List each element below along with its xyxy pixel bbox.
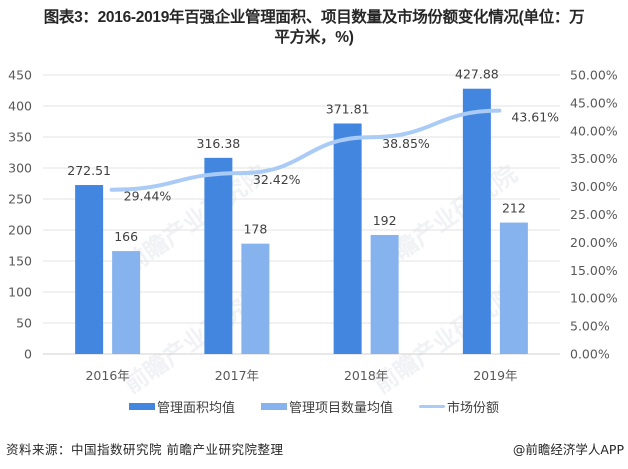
left-axis-tick: 100 — [8, 285, 32, 300]
bar-project-count — [499, 222, 528, 354]
right-axis-tick: 50.00% — [570, 68, 618, 83]
bar-project-count — [241, 243, 270, 354]
left-axis-tick: 450 — [8, 68, 32, 83]
legend-item: 管理项目数量均值 — [260, 397, 393, 416]
line-data-label: 32.42% — [253, 172, 301, 187]
right-axis-tick: 40.00% — [570, 123, 618, 138]
right-axis-tick: 25.00% — [570, 207, 618, 222]
right-axis-tick: 10.00% — [570, 291, 618, 306]
line-data-label: 29.44% — [124, 189, 172, 204]
x-axis-tick: 2018年 — [344, 368, 388, 383]
right-axis-tick: 35.00% — [570, 151, 618, 166]
x-axis-tick: 2017年 — [215, 368, 259, 383]
chart-title-line2: 平方米，%) — [274, 29, 354, 46]
chart-title: 图表3：2016-2019年百强企业管理面积、项目数量及市场份额变化情况(单位：… — [0, 8, 628, 48]
left-axis-tick: 0 — [24, 347, 32, 362]
bar-data-label: 212 — [502, 201, 526, 216]
bar-project-count — [370, 234, 399, 354]
bar-management-area — [75, 185, 104, 354]
bar-data-label: 178 — [243, 222, 267, 237]
left-axis-tick: 300 — [8, 161, 32, 176]
bar-management-area — [204, 157, 233, 354]
bar-data-label: 272.51 — [67, 163, 111, 178]
legend-bar-swatch — [128, 403, 155, 410]
market-share-line — [109, 108, 502, 192]
legend-item: 管理面积均值 — [128, 397, 235, 416]
right-axis-tick: 5.00% — [570, 319, 610, 334]
bar-data-label: 371.81 — [326, 101, 370, 116]
legend-label: 管理项目数量均值 — [288, 401, 393, 416]
bar-data-label: 166 — [114, 229, 138, 244]
left-axis-tick: 200 — [8, 223, 32, 238]
left-axis-tick: 50 — [16, 316, 32, 331]
right-axis-tick: 20.00% — [570, 235, 618, 250]
bar-management-area — [333, 123, 362, 354]
legend-bar-swatch — [260, 403, 287, 410]
legend-item: 市场份额 — [419, 397, 499, 416]
bar-data-label: 316.38 — [197, 136, 241, 151]
bar-data-label: 427.88 — [455, 67, 499, 82]
left-axis-tick: 350 — [8, 130, 32, 145]
line-data-label: 43.61% — [511, 110, 559, 125]
x-axis-tick: 2019年 — [473, 368, 517, 383]
left-axis-tick: 400 — [8, 99, 32, 114]
right-axis-tick: 15.00% — [570, 263, 618, 278]
brand-note: @前瞻经济学人APP — [512, 442, 624, 457]
x-axis-tick: 2016年 — [85, 368, 129, 383]
right-axis-tick: 45.00% — [570, 95, 618, 110]
line-data-label: 38.85% — [382, 136, 430, 151]
legend-line-swatch — [419, 405, 445, 408]
chart-legend: 管理面积均值 管理项目数量均值 市场份额 — [0, 397, 628, 416]
right-axis-tick: 0.00% — [570, 347, 610, 362]
bar-data-label: 192 — [373, 213, 397, 228]
legend-label: 管理面积均值 — [156, 401, 235, 416]
source-note: 资料来源：中国指数研究院 前瞻产业研究院整理 — [6, 442, 284, 457]
legend-label: 市场份额 — [447, 401, 500, 416]
bar-project-count — [112, 251, 141, 354]
left-axis-tick: 250 — [8, 192, 32, 207]
bar-management-area — [462, 88, 491, 354]
chart-title-line1: 图表3：2016-2019年百强企业管理面积、项目数量及市场份额变化情况(单位：… — [43, 9, 585, 26]
left-axis-tick: 150 — [8, 254, 32, 269]
right-axis-tick: 30.00% — [570, 179, 618, 194]
